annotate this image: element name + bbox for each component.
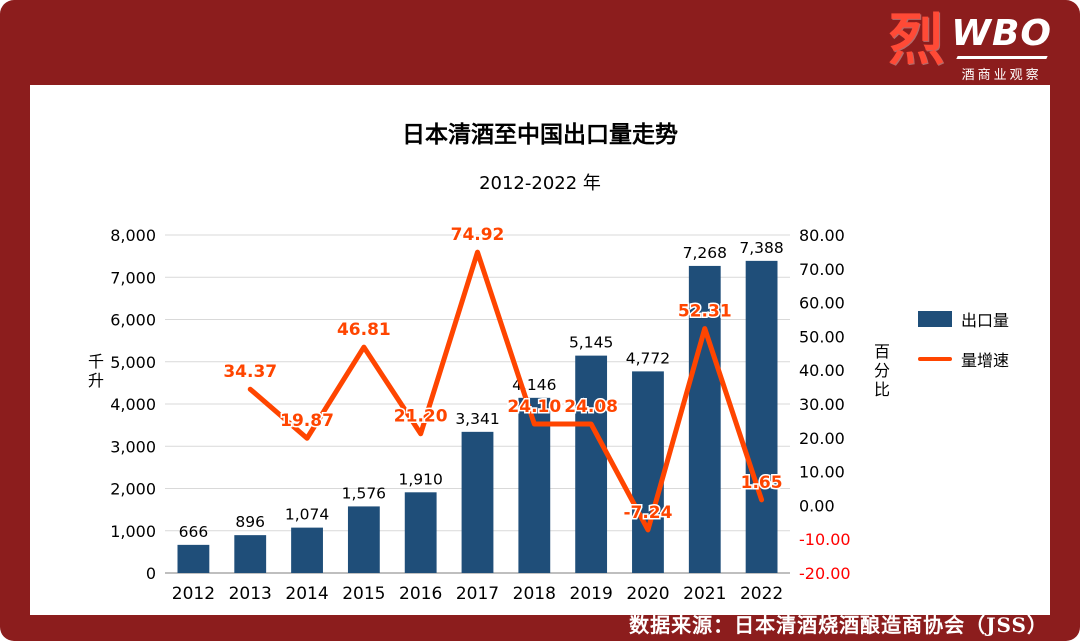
export-bar (575, 355, 608, 573)
bar-value-label: 3,341 (455, 410, 499, 428)
chart-panel: 0 1,000 2,000 3,000 4,000 5,000 6,000 7,000 8,00… (30, 85, 1050, 615)
growth-value-label: 24.10 (507, 397, 561, 417)
export-bar (291, 527, 323, 573)
growth-value-label: 34.37 (223, 362, 277, 382)
growth-value-label: 74.92 (451, 225, 505, 245)
export-bar (461, 431, 494, 573)
bar-value-label: 7,388 (739, 239, 783, 257)
logo-underline (955, 56, 1048, 59)
bar-swatch (918, 311, 952, 327)
bar-value-label: 7,268 (683, 244, 727, 262)
x-axis-label: 2012 (172, 584, 215, 604)
y-axis-left-title: 千升 (85, 353, 104, 391)
y-left-tick-label: 1,000 (110, 522, 156, 541)
growth-value-label: 21.20 (394, 407, 448, 427)
y-axis-right-title: 百分比 (871, 343, 890, 400)
chart-title: 日本清酒至中国出口量走势 (402, 122, 678, 148)
chart-subtitle: 2012-2022 年 (479, 173, 601, 194)
y-right-tick-label: 50.00 (799, 327, 845, 346)
bar-value-label: 1,576 (342, 484, 386, 502)
data-source: 数据来源：日本清酒烧酒酿造商协会（JSS） (629, 613, 1048, 637)
x-axis-label: 2016 (399, 584, 442, 604)
export-bar (688, 265, 721, 573)
bar-value-label: 1,910 (398, 470, 442, 488)
y-left-tick-label: 3,000 (110, 437, 156, 456)
logo-wbo-text: WBO (951, 13, 1052, 54)
export-bar (404, 492, 437, 573)
export-bar (632, 371, 664, 573)
y-right-tick-label: -20.00 (799, 564, 851, 583)
y-left-tick-label: 4,000 (110, 395, 156, 414)
logo-lie-character: 烈 (888, 7, 945, 73)
growth-value-label: 52.31 (678, 302, 732, 322)
y-left-tick-label: 8,000 (110, 226, 156, 245)
export-bar (518, 397, 551, 573)
x-axis-label: 2014 (285, 584, 328, 604)
legend-label-exports: 出口量 (961, 311, 1010, 330)
export-bar (745, 260, 778, 573)
legend-item-growth: 量增速 (918, 347, 1009, 371)
y-left-tick-label: 6,000 (110, 311, 156, 330)
legend-label-growth: 量增速 (961, 351, 1010, 370)
bar-value-label: 5,145 (569, 334, 613, 352)
growth-value-label: 19.87 (280, 411, 334, 431)
x-axis-label: 2019 (570, 584, 613, 604)
y-left-tick-label: 2,000 (110, 480, 156, 499)
export-bar (177, 544, 210, 573)
x-axis-label: 2022 (740, 584, 783, 604)
bar-value-label: 896 (235, 513, 265, 531)
logo-text-block: WBO 酒商业观察 (951, 12, 1052, 84)
bar-value-label: 4,772 (626, 349, 670, 367)
export-bar (234, 535, 267, 573)
brand-logo: 烈 WBO 酒商业观察 (888, 12, 1052, 83)
x-axis-label: 2013 (229, 584, 272, 604)
x-axis-label: 2020 (626, 584, 669, 604)
y-right-tick-label: 80.00 (799, 226, 845, 245)
x-axis-label: 2018 (513, 584, 556, 604)
y-left-tick-label: 0 (146, 564, 156, 583)
legend-item-exports: 出口量 (918, 307, 1009, 331)
bar-value-label: 1,074 (285, 506, 329, 524)
logo-subtitle: 酒商业观察 (961, 68, 1042, 83)
bar-value-label: 666 (179, 523, 209, 541)
y-right-tick-label: 70.00 (799, 260, 845, 279)
x-axis-label: 2017 (456, 584, 499, 604)
x-axis-label: 2015 (342, 584, 385, 604)
combo-chart: 0 1,000 2,000 3,000 4,000 5,000 6,000 7,000 8,00… (110, 224, 851, 604)
export-bar (347, 506, 380, 573)
legend: 出口量 量增速 (918, 307, 1009, 371)
growth-line (247, 249, 765, 533)
growth-value-label: -7.24 (623, 503, 672, 523)
y-right-tick-label: 30.00 (799, 395, 845, 414)
y-right-tick-label: 60.00 (799, 294, 845, 313)
y-left-tick-label: 5,000 (110, 353, 156, 372)
growth-value-label: 46.81 (337, 320, 391, 340)
y-right-tick-label: -10.00 (799, 530, 851, 549)
growth-value-label: 24.08 (564, 397, 618, 417)
y-right-tick-label: 20.00 (799, 429, 845, 448)
y-left-tick-label: 7,000 (110, 268, 156, 287)
growth-value-label: 1.65 (741, 473, 783, 493)
x-axis-label: 2021 (683, 584, 726, 604)
y-right-tick-label: 10.00 (799, 463, 845, 482)
y-right-tick-label: 40.00 (799, 361, 845, 380)
y-right-tick-label: 0.00 (799, 496, 835, 515)
line-swatch (918, 357, 952, 361)
